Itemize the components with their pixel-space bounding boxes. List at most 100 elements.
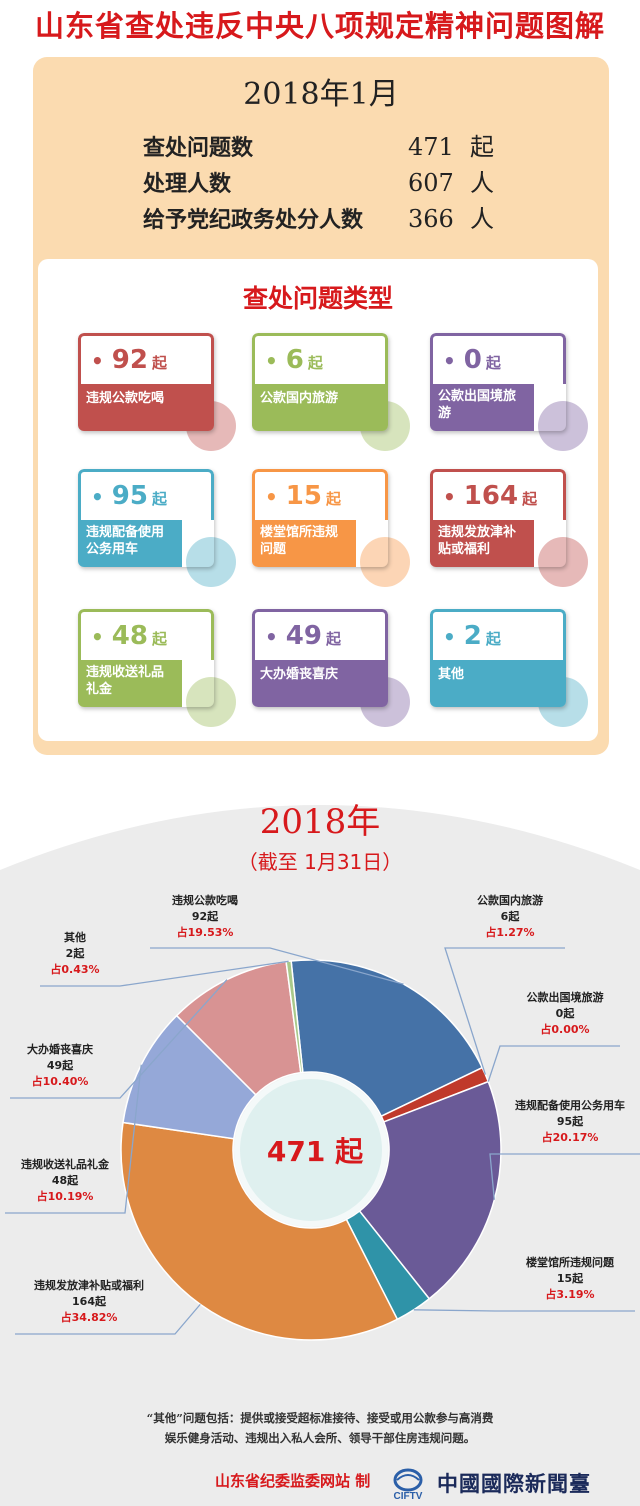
stat-value: 471	[408, 133, 454, 161]
stat-label: 查处问题数	[143, 136, 254, 161]
slice-percent: 占10.40%	[31, 1075, 89, 1088]
card-label: 违规公款吃喝	[78, 384, 214, 431]
donut-center-circle	[234, 1073, 388, 1227]
bullet-icon: •	[91, 485, 104, 509]
stat-row: 给予党纪政务处分人数 366 人	[143, 201, 494, 237]
slice-count: 2起	[65, 947, 85, 960]
slice-callout: 其他 2起 占0.43%	[40, 930, 110, 978]
type-card: • 2 起其他	[430, 609, 588, 727]
stat-unit: 人	[470, 169, 494, 197]
leader-line	[489, 1153, 640, 1200]
stat-label: 处理人数	[143, 172, 232, 197]
footnote: “其他”问题包括：提供或接受超标准接待、接受或用公款参与高消费 娱乐健身活动、违…	[40, 1408, 600, 1448]
card-unit: 起	[485, 630, 501, 648]
slice-count: 15起	[556, 1272, 584, 1285]
month-title: 2018年1月	[243, 77, 399, 112]
main-title: 山东省查处违反中央八项规定精神问题图解	[34, 9, 605, 43]
bullet-icon: •	[265, 485, 278, 509]
slice-percent: 占20.17%	[541, 1131, 599, 1144]
leader-line	[150, 947, 404, 985]
slice-count: 48起	[51, 1174, 79, 1187]
slice-percent: 占19.53%	[176, 926, 234, 939]
card-value: 95	[111, 481, 148, 511]
type-card: • 48 起违规收送礼品礼金	[78, 609, 236, 727]
card-unit: 起	[151, 354, 167, 372]
card-count: • 48 起	[78, 609, 214, 660]
card-body: • 6 起公款国内旅游	[252, 333, 388, 431]
bullet-icon: •	[91, 349, 104, 373]
type-card: • 49 起大办婚丧喜庆	[252, 609, 410, 727]
stat-value: 607	[408, 169, 454, 197]
type-card: • 95 起违规配备使用公务用车	[78, 469, 236, 587]
card-count: • 15 起	[252, 469, 388, 520]
chart-year: 2018年	[259, 802, 381, 842]
card-body: • 48 起违规收送礼品礼金	[78, 609, 214, 707]
bullet-icon: •	[443, 485, 456, 509]
card-value: 164	[463, 481, 519, 511]
type-card: • 92 起违规公款吃喝	[78, 333, 236, 451]
card-body: • 92 起违规公款吃喝	[78, 333, 214, 431]
slice-name: 公款出国境旅游	[526, 991, 604, 1004]
slice-count: 92起	[191, 910, 219, 923]
slice-callout: 大办婚丧喜庆 49起占10.40%	[10, 1042, 110, 1090]
card-unit: 起	[151, 490, 167, 508]
card-unit: 起	[325, 630, 341, 648]
card-label: 楼堂馆所违规问题	[252, 520, 356, 567]
card-body: • 95 起违规配备使用公务用车	[78, 469, 214, 567]
slice-count: 95起	[556, 1115, 584, 1128]
decor-circle	[186, 677, 236, 727]
slice-count: 49起	[46, 1059, 74, 1072]
card-body: • 0 起公款出国境旅游	[430, 333, 566, 431]
donut-slice	[290, 959, 484, 1118]
card-label: 大办婚丧喜庆	[252, 660, 388, 707]
slice-callout: 违规配备使用公务用车 95起占20.17%	[500, 1098, 640, 1146]
card-body: • 2 起其他	[430, 609, 566, 707]
leader-line	[40, 960, 289, 987]
donut-center-total: 471 起	[266, 1135, 364, 1168]
leader-line	[5, 1064, 142, 1214]
card-body: • 49 起大办婚丧喜庆	[252, 609, 388, 707]
slice-name: 大办婚丧喜庆	[27, 1043, 93, 1056]
card-label: 违规收送礼品礼金	[78, 660, 182, 707]
slice-callout: 公款国内旅游 6起 占1.27%	[455, 893, 565, 941]
type-card: • 0 起公款出国境旅游	[430, 333, 588, 451]
donut-slice	[358, 1080, 502, 1300]
slice-count: 164起	[72, 1295, 106, 1308]
card-value: 92	[111, 345, 148, 375]
leader-line	[413, 1309, 635, 1312]
stat-unit: 人	[470, 205, 494, 233]
card-unit: 起	[325, 490, 341, 508]
slice-name: 违规配备使用公务用车	[515, 1099, 625, 1112]
bullet-icon: •	[443, 349, 456, 373]
card-label: 违规发放津补贴或福利	[430, 520, 534, 567]
type-card: • 164 起违规发放津补贴或福利	[430, 469, 588, 587]
card-body: • 164 起违规发放津补贴或福利	[430, 469, 566, 567]
card-unit: 起	[485, 354, 501, 372]
card-value: 6	[285, 345, 304, 375]
card-label: 其他	[430, 660, 566, 707]
footnote-line: 娱乐健身活动、违规出入私人会所、领导干部住房违规问题。	[164, 1431, 476, 1445]
bullet-icon: •	[265, 349, 278, 373]
type-card: • 6 起公款国内旅游	[252, 333, 410, 451]
stat-value: 366	[408, 205, 454, 233]
summary-panel: 2018年1月 查处问题数 471 起 处理人数 607 人 给予党纪政务处分人数 366…	[33, 57, 609, 755]
slice-name: 违规发放津补贴或福利	[34, 1279, 144, 1292]
slice-name: 楼堂馆所违规问题	[526, 1256, 614, 1269]
slice-name: 违规公款吃喝	[172, 894, 238, 907]
card-unit: 起	[151, 630, 167, 648]
stat-row: 处理人数 607 人	[143, 165, 494, 201]
footer-org: 中國國際新聞臺	[437, 1472, 591, 1496]
card-count: • 164 起	[430, 469, 566, 520]
slice-percent: 占34.82%	[60, 1311, 118, 1324]
decor-circle	[186, 537, 236, 587]
slice-percent: 占10.19%	[36, 1190, 94, 1203]
decor-circle	[538, 537, 588, 587]
footer-source: 山东省纪委监委网站 制	[215, 1472, 371, 1490]
types-panel: 查处问题类型 • 92 起违规公款吃喝 • 6 起公款国内旅游 • 0 起公款出国境旅游 • 95 起…	[38, 259, 598, 741]
slice-callout: 违规收送礼品礼金 48起 占10.19%	[10, 1157, 120, 1205]
card-count: • 6 起	[252, 333, 388, 384]
leader-line	[15, 1303, 201, 1335]
card-count: • 92 起	[78, 333, 214, 384]
card-value: 2	[463, 621, 482, 651]
